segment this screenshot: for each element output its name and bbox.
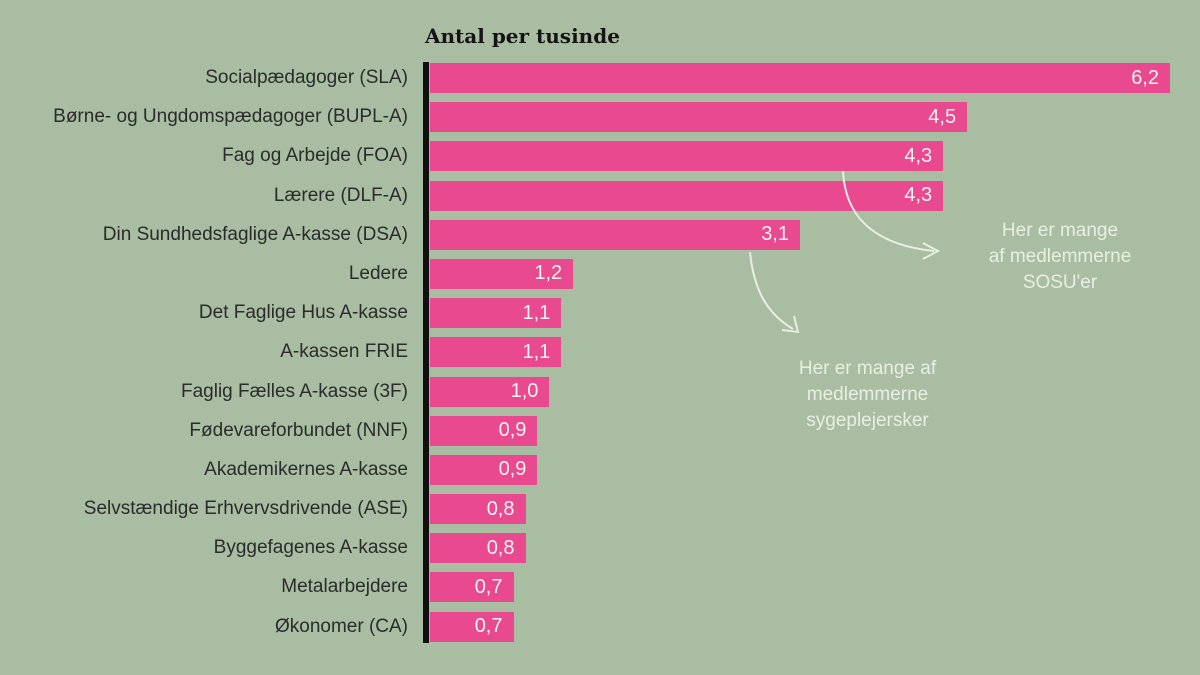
annotation-sygeplejersker: Her er mange af medlemmerne sygeplejersk…	[775, 356, 960, 434]
bar-row: Lærere (DLF-A) 4,3	[0, 180, 1170, 211]
value-label: 0,8	[486, 536, 515, 559]
bar-area: 4,3	[430, 180, 944, 211]
bar-row: Akademikernes A-kasse 0,9	[0, 454, 1170, 485]
category-label: Børne- og Ungdomspædagoger (BUPL-A)	[53, 106, 408, 128]
bar-row: Socialpædagoger (SLA) 6,2	[0, 63, 1170, 93]
annotation-sygepl-line2: medlemmerne	[806, 384, 929, 405]
y-axis-line	[423, 62, 429, 643]
value-label: 4,3	[904, 184, 933, 207]
bar: 1,1	[430, 298, 562, 329]
category-label: Din Sundhedsfaglige A-kasse (DSA)	[102, 223, 408, 245]
bar: 1,2	[430, 258, 574, 289]
bar-row: Din Sundhedsfaglige A-kasse (DSA) 3,1	[0, 219, 1170, 250]
bar: 0,7	[430, 572, 514, 603]
bar: 0,9	[430, 415, 538, 446]
bar: 0,7	[430, 611, 514, 642]
annotation-sosu-line2: af medlemmerne	[988, 246, 1132, 267]
bar-area: 4,3	[430, 141, 944, 172]
bar-area: 0,7	[430, 572, 514, 603]
bar: 0,8	[430, 494, 526, 525]
bar-area: 0,8	[430, 494, 526, 525]
bar: 0,9	[430, 454, 538, 485]
bar: 4,3	[430, 180, 944, 211]
bar-row: Metalarbejdere 0,7	[0, 572, 1170, 603]
annotation-sygepl-line3: sygeplejersker	[806, 410, 929, 431]
value-label: 0,9	[498, 419, 527, 442]
bar: 3,1	[430, 219, 800, 250]
bar-area: 1,2	[430, 258, 574, 289]
bar-row: Selvstændige Erhvervsdrivende (ASE) 0,8	[0, 494, 1170, 525]
value-label: 4,3	[904, 144, 933, 167]
value-label: 1,1	[522, 340, 551, 363]
bar: 1,1	[430, 337, 562, 368]
bar-row: Det Faglige Hus A-kasse 1,1	[0, 298, 1170, 329]
bar-rows: Socialpædagoger (SLA) 6,2 Børne- og Ungd…	[0, 63, 1170, 642]
bar-row: Fag og Arbejde (FOA) 4,3	[0, 141, 1170, 172]
category-label: Økonomer (CA)	[274, 615, 408, 637]
value-label: 4,5	[928, 105, 957, 128]
category-label: Ledere	[348, 262, 408, 284]
bar-area: 6,2	[430, 63, 1170, 93]
category-label: Lærere (DLF-A)	[273, 184, 408, 206]
category-label: Selvstændige Erhvervsdrivende (ASE)	[83, 498, 408, 520]
bar: 4,5	[430, 102, 968, 133]
bar-area: 1,1	[430, 337, 562, 368]
bar-area: 3,1	[430, 219, 800, 250]
bar-area: 0,7	[430, 611, 514, 642]
bar-area: 4,5	[430, 102, 968, 133]
category-label: Byggefagenes A-kasse	[213, 537, 408, 559]
category-label: Faglig Fælles A-kasse (3F)	[180, 380, 408, 402]
bar: 0,8	[430, 533, 526, 564]
value-label: 0,7	[474, 575, 503, 598]
value-label: 1,1	[522, 301, 551, 324]
category-label: Metalarbejdere	[281, 576, 408, 598]
annotation-sosu-line3: SOSU'er	[1022, 272, 1098, 293]
value-label: 1,0	[510, 380, 539, 402]
annotation-sosu: Her er mange af medlemmerne SOSU'er	[965, 218, 1155, 296]
annotation-sosu-line1: Her er mange	[1001, 220, 1119, 241]
bar-area: 1,1	[430, 298, 562, 329]
bar-row: Økonomer (CA) 0,7	[0, 611, 1170, 642]
bar-area: 1,0	[430, 376, 550, 407]
category-label: A-kassen FRIE	[280, 341, 408, 363]
category-label: Socialpædagoger (SLA)	[205, 67, 408, 88]
value-label: 0,7	[474, 615, 503, 638]
category-label: Akademikernes A-kasse	[204, 458, 408, 480]
bar-row: Faglig Fælles A-kasse (3F) 1,0	[0, 376, 1170, 407]
value-label: 0,8	[486, 497, 515, 520]
bar: 4,3	[430, 141, 944, 172]
chart-title: Antal per tusinde	[425, 24, 620, 48]
bar: 6,2	[430, 63, 1170, 93]
bar-row: A-kassen FRIE 1,1	[0, 337, 1170, 368]
bar-row: Ledere 1,2	[0, 258, 1170, 289]
bar-row: Fødevareforbundet (NNF) 0,9	[0, 415, 1170, 446]
category-label: Fødevareforbundet (NNF)	[189, 419, 408, 441]
bar-area: 0,8	[430, 533, 526, 564]
category-label: Det Faglige Hus A-kasse	[198, 302, 408, 324]
bar-area: 0,9	[430, 415, 538, 446]
value-label: 1,2	[534, 262, 563, 285]
category-label: Fag og Arbejde (FOA)	[222, 145, 408, 167]
bar: 1,0	[430, 376, 550, 407]
annotation-sygepl-line1: Her er mange af	[798, 358, 937, 379]
value-label: 0,9	[498, 458, 527, 481]
value-label: 3,1	[761, 223, 789, 246]
bar-area: 0,9	[430, 454, 538, 485]
value-label: 6,2	[1131, 66, 1159, 89]
bar-row: Byggefagenes A-kasse 0,8	[0, 533, 1170, 564]
bar-row: Børne- og Ungdomspædagoger (BUPL-A) 4,5	[0, 102, 1170, 133]
